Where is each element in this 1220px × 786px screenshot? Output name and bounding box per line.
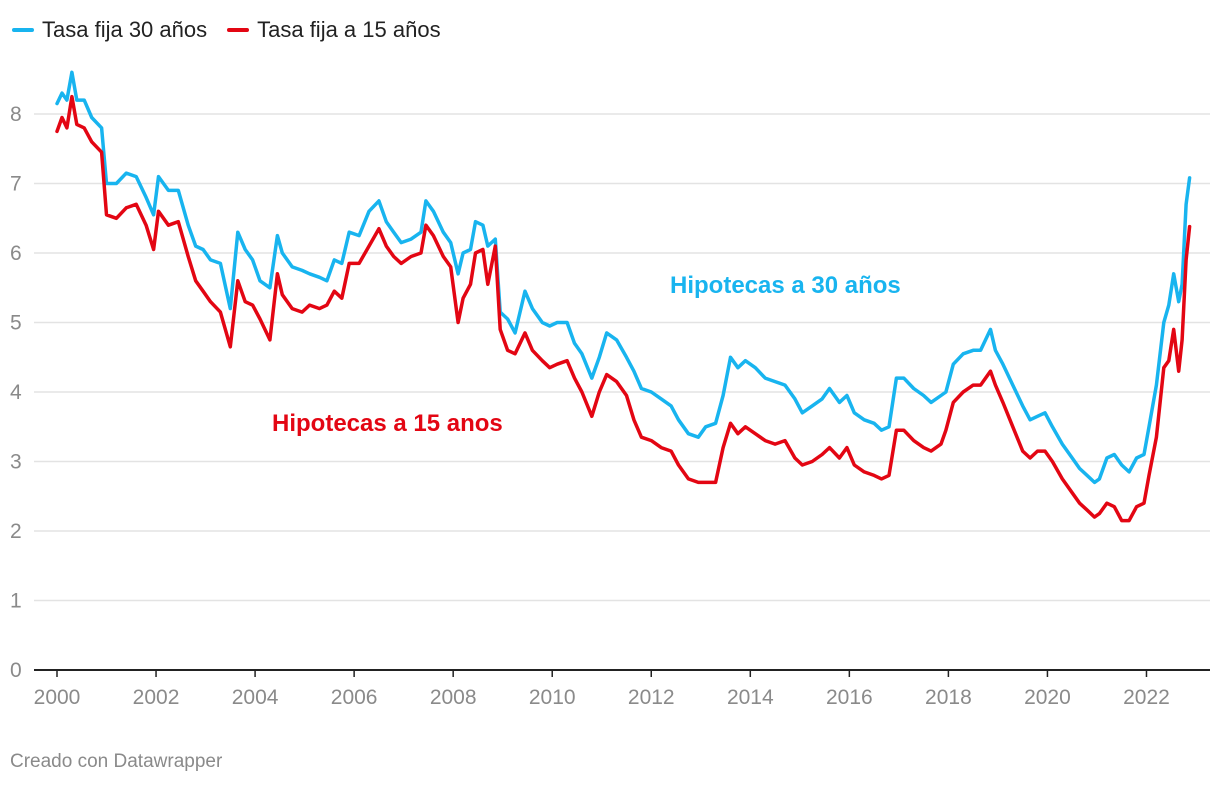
legend-swatch-15y xyxy=(227,28,250,32)
x-tick-label: 2022 xyxy=(1123,686,1170,709)
series-line-30y[interactable] xyxy=(55,70,1192,485)
y-tick-label: 0 xyxy=(10,659,22,682)
x-tick-label: 2012 xyxy=(628,686,675,709)
annotation-15y: Hipotecas a 15 anos xyxy=(272,410,503,437)
x-tick-label: 2004 xyxy=(232,686,279,709)
x-tick-label: 2016 xyxy=(826,686,873,709)
x-tick-label: 2008 xyxy=(430,686,477,709)
y-tick-label: 1 xyxy=(10,590,22,613)
legend-label-30y: Tasa fija 30 años xyxy=(42,17,208,42)
y-tick-label: 4 xyxy=(10,381,22,404)
y-tick-label: 8 xyxy=(10,103,22,126)
y-tick-label: 7 xyxy=(10,173,22,196)
series-line-15y[interactable] xyxy=(55,94,1192,523)
legend-item-15y[interactable]: Tasa fija a 15 años xyxy=(227,17,441,43)
y-tick-label: 5 xyxy=(10,312,22,335)
annotation-30y: Hipotecas a 30 años xyxy=(670,272,901,299)
y-tick-label: 2 xyxy=(10,520,22,543)
y-tick-label: 6 xyxy=(10,242,22,265)
legend: Tasa fija 30 años Tasa fija a 15 años xyxy=(12,16,441,44)
x-tick-label: 2000 xyxy=(34,686,81,709)
x-tick-label: 2020 xyxy=(1024,686,1071,709)
x-tick-label: 2018 xyxy=(925,686,972,709)
x-tick-label: 2002 xyxy=(133,686,180,709)
legend-label-15y: Tasa fija a 15 años xyxy=(257,17,441,42)
series-lines xyxy=(55,70,1192,523)
x-tick-label: 2014 xyxy=(727,686,774,709)
y-axis-ticks: 0 1 2 3 4 5 6 7 8 xyxy=(10,103,22,682)
legend-swatch-30y xyxy=(12,28,34,32)
footer-credit: Creado con Datawrapper xyxy=(10,751,223,772)
x-tick-label: 2010 xyxy=(529,686,576,709)
legend-item-30y[interactable]: Tasa fija 30 años xyxy=(12,17,207,43)
x-tick-label: 2006 xyxy=(331,686,378,709)
y-tick-label: 3 xyxy=(10,451,22,474)
x-axis-ticks: 2000 2002 2004 2006 2008 2010 2012 2014 2016 2018… xyxy=(34,670,1170,709)
